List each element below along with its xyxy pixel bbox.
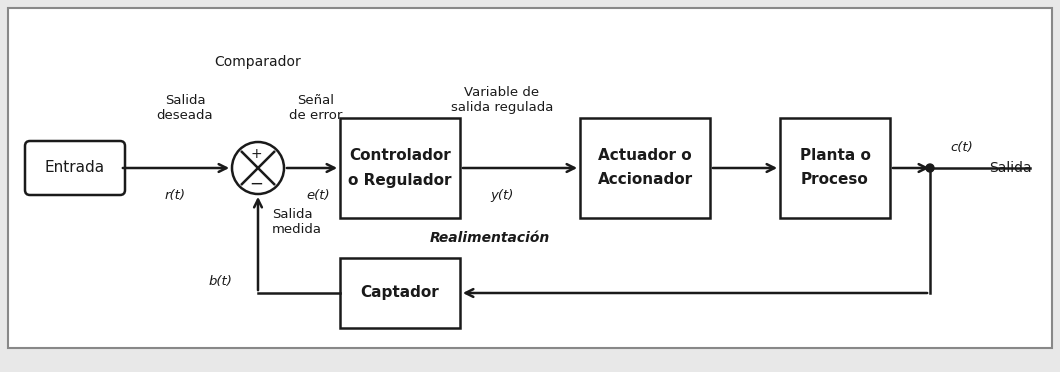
Text: −: − bbox=[249, 175, 263, 193]
Text: y(t): y(t) bbox=[491, 189, 514, 202]
Text: Proceso: Proceso bbox=[801, 173, 869, 187]
Bar bbox=[340, 118, 460, 218]
Text: o Regulador: o Regulador bbox=[349, 173, 452, 187]
Text: Captador: Captador bbox=[360, 285, 440, 301]
Circle shape bbox=[926, 164, 934, 172]
Text: e(t): e(t) bbox=[306, 189, 330, 202]
Text: c(t): c(t) bbox=[950, 141, 973, 154]
Text: Planta o: Planta o bbox=[799, 148, 870, 164]
Bar bbox=[580, 118, 710, 218]
Text: Salida
deseada: Salida deseada bbox=[157, 94, 213, 122]
Text: Realimentación: Realimentación bbox=[430, 231, 550, 245]
Text: Controlador: Controlador bbox=[349, 148, 450, 164]
Text: b(t): b(t) bbox=[208, 276, 232, 289]
Text: Accionador: Accionador bbox=[598, 173, 692, 187]
Text: r(t): r(t) bbox=[164, 189, 186, 202]
Text: Entrada: Entrada bbox=[45, 160, 105, 176]
Text: Señal
de error: Señal de error bbox=[289, 94, 342, 122]
Bar bbox=[780, 118, 890, 218]
Circle shape bbox=[232, 142, 284, 194]
Text: Salida: Salida bbox=[989, 161, 1031, 175]
Text: Comparador: Comparador bbox=[214, 55, 301, 69]
Text: +: + bbox=[250, 147, 262, 161]
Bar bbox=[340, 258, 460, 328]
Text: Salida
medida: Salida medida bbox=[272, 208, 322, 236]
FancyBboxPatch shape bbox=[25, 141, 125, 195]
Text: Variable de
salida regulada: Variable de salida regulada bbox=[450, 86, 553, 114]
Text: Actuador o: Actuador o bbox=[598, 148, 692, 164]
